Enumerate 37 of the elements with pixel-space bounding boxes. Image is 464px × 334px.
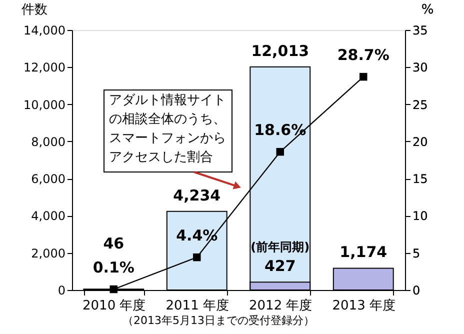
annotation: アダルト情報サイトの相談全体のうち、スマートフォンからアクセスした割合: [109, 93, 226, 165]
y2-axis-title: %: [421, 2, 434, 18]
data-label: 0.1%: [92, 258, 134, 276]
y2-tick-label: 15: [412, 172, 428, 186]
x-tick-label: 2010 年度: [82, 298, 146, 314]
data-label: 46: [103, 234, 124, 252]
y-tick-label: 10,000: [24, 98, 66, 112]
y-axis-title: 件数: [22, 2, 48, 18]
x-tick-label: 2012 年度: [249, 298, 312, 314]
y-tick-label: 0: [58, 284, 66, 298]
point: [276, 148, 284, 156]
text: （2013年5月13日までの受付登録分）: [122, 314, 314, 327]
y2-tick-label: 35: [412, 24, 428, 38]
y-tick-label: 12,000: [24, 60, 66, 75]
y-tick-label: 14,000: [24, 24, 66, 38]
y-tick-label: 8,000: [31, 134, 66, 149]
x-tick-label: 2013 年度: [332, 298, 396, 314]
y2-tick-label: 10: [412, 209, 428, 224]
data-label: 28.7%: [337, 46, 390, 64]
data-label: 12,013: [251, 42, 310, 60]
y2-tick-label: 5: [412, 246, 420, 260]
y2-tick-label: 20: [412, 134, 428, 149]
y-tick-label: 2,000: [31, 246, 66, 260]
data-label: 427: [264, 257, 296, 276]
y2-tick-label: 25: [412, 98, 428, 112]
y-tick-label: 4,000: [31, 209, 66, 224]
point: [193, 253, 201, 262]
y-tick-label: 6,000: [31, 172, 66, 186]
x-tick-label: 2011 年度: [166, 298, 229, 314]
y2-tick-label: 30: [412, 60, 428, 75]
data-label: 18.6%: [254, 120, 306, 139]
data-label: 1,174: [340, 243, 388, 262]
y2-tick-label: 0: [412, 284, 420, 298]
point: [110, 285, 118, 294]
point: [360, 72, 368, 81]
annotation: (前年同期): [250, 240, 310, 254]
data-label: 4,234: [173, 186, 221, 204]
